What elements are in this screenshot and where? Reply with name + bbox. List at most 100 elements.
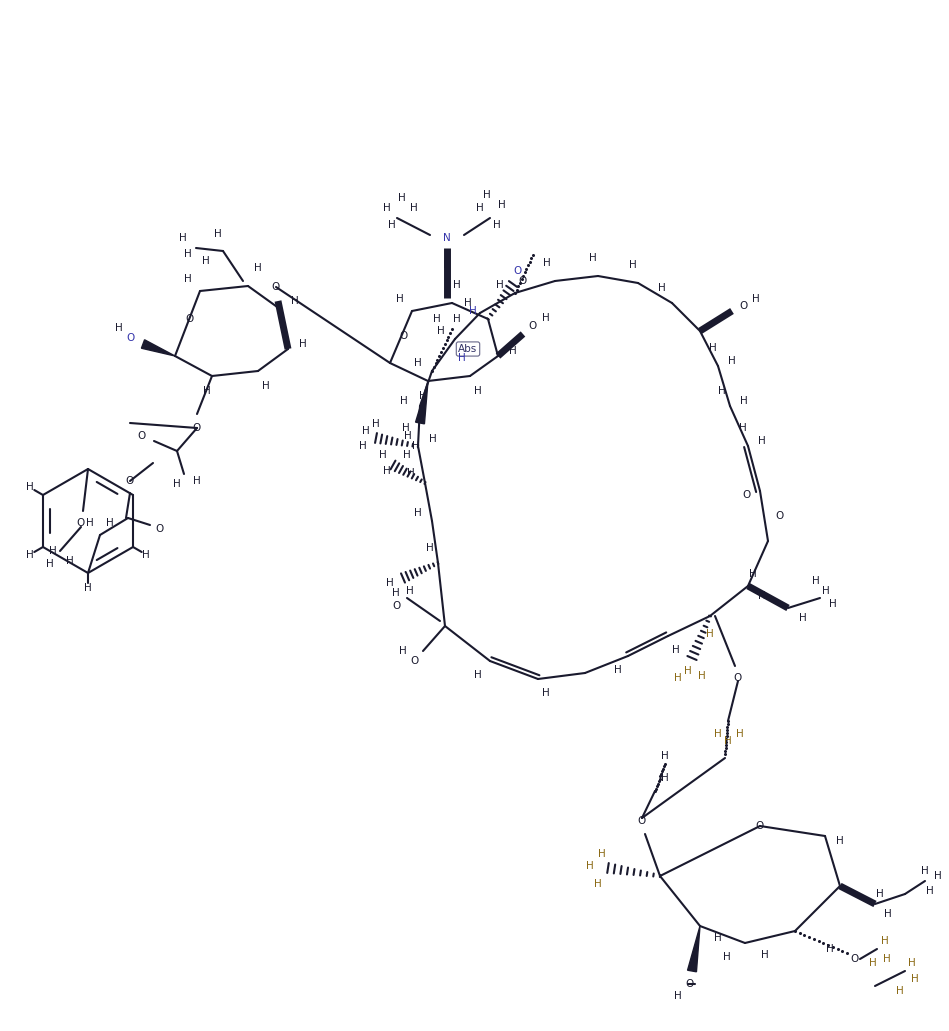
Text: H: H bbox=[414, 358, 422, 368]
Text: H: H bbox=[47, 559, 54, 569]
Text: H: H bbox=[715, 729, 722, 739]
Text: H: H bbox=[474, 386, 482, 396]
Text: H: H bbox=[496, 280, 504, 290]
Text: H: H bbox=[203, 386, 211, 396]
Text: H: H bbox=[426, 543, 434, 553]
Text: H: H bbox=[739, 423, 747, 433]
Text: O: O bbox=[851, 954, 859, 964]
Text: H: H bbox=[926, 886, 934, 896]
Text: O: O bbox=[193, 423, 201, 433]
Text: H: H bbox=[414, 508, 422, 518]
Text: O: O bbox=[393, 601, 401, 611]
Text: H: H bbox=[509, 346, 517, 356]
Text: O: O bbox=[734, 673, 742, 683]
Text: H: H bbox=[827, 944, 834, 954]
Text: H: H bbox=[661, 751, 669, 761]
Text: H: H bbox=[400, 646, 407, 656]
Text: H: H bbox=[379, 450, 387, 460]
Text: H: H bbox=[84, 583, 92, 593]
Polygon shape bbox=[416, 381, 428, 424]
Text: H: H bbox=[724, 736, 732, 746]
Text: H: H bbox=[493, 220, 501, 230]
Text: H: H bbox=[698, 671, 706, 681]
Text: H: H bbox=[483, 190, 491, 200]
Text: H: H bbox=[758, 436, 766, 446]
Text: H: H bbox=[184, 250, 192, 259]
Text: H: H bbox=[498, 200, 506, 210]
Text: H: H bbox=[383, 466, 391, 476]
Text: H: H bbox=[586, 861, 594, 871]
Text: H: H bbox=[419, 391, 427, 401]
Text: H: H bbox=[392, 588, 400, 598]
Text: H: H bbox=[383, 203, 391, 213]
Text: H: H bbox=[27, 550, 34, 560]
Text: H: H bbox=[908, 958, 916, 968]
Text: H: H bbox=[388, 220, 396, 230]
Text: H: H bbox=[829, 599, 837, 609]
Text: H: H bbox=[706, 629, 714, 639]
Text: Abs: Abs bbox=[458, 344, 477, 354]
Text: H: H bbox=[674, 991, 682, 1001]
Text: H: H bbox=[594, 879, 602, 889]
Text: H: H bbox=[194, 476, 201, 486]
Text: H: H bbox=[674, 673, 682, 683]
Text: O: O bbox=[138, 431, 146, 441]
Text: H: H bbox=[291, 296, 299, 306]
Text: H: H bbox=[896, 986, 903, 996]
Text: H: H bbox=[27, 483, 34, 493]
Text: H: H bbox=[363, 426, 370, 436]
Text: O: O bbox=[742, 490, 751, 500]
Polygon shape bbox=[688, 926, 700, 972]
Text: H: H bbox=[709, 343, 716, 353]
Text: H: H bbox=[542, 313, 549, 323]
Text: H: H bbox=[396, 294, 404, 304]
Text: O: O bbox=[411, 656, 419, 666]
Text: O: O bbox=[127, 333, 135, 343]
Text: N: N bbox=[443, 233, 451, 243]
Text: H: H bbox=[723, 952, 731, 962]
Text: O: O bbox=[686, 979, 694, 989]
Text: H: H bbox=[407, 468, 415, 478]
Text: H: H bbox=[589, 253, 597, 263]
Text: H: H bbox=[429, 434, 437, 444]
Text: O: O bbox=[271, 282, 280, 292]
Text: H: H bbox=[876, 889, 884, 899]
Text: O: O bbox=[776, 511, 784, 521]
Text: O: O bbox=[156, 524, 164, 534]
Text: H: H bbox=[799, 613, 807, 623]
Text: H: H bbox=[404, 431, 412, 441]
Text: H: H bbox=[736, 729, 744, 739]
Text: H: H bbox=[658, 282, 666, 293]
Text: H: H bbox=[749, 569, 757, 579]
Text: H: H bbox=[740, 396, 748, 406]
Text: H: H bbox=[884, 909, 892, 919]
Text: O: O bbox=[77, 518, 85, 528]
Text: H: H bbox=[629, 260, 637, 270]
Text: H: H bbox=[543, 258, 550, 268]
Text: H: H bbox=[753, 294, 760, 304]
Text: H: H bbox=[869, 958, 877, 968]
Text: H: H bbox=[254, 263, 262, 273]
Text: O: O bbox=[186, 314, 195, 324]
Text: H: H bbox=[884, 954, 891, 964]
Text: H: H bbox=[672, 645, 679, 655]
Text: H: H bbox=[433, 314, 441, 324]
Text: H: H bbox=[934, 871, 941, 882]
Polygon shape bbox=[141, 340, 175, 356]
Text: H: H bbox=[443, 260, 451, 270]
Text: H: H bbox=[115, 323, 122, 333]
Text: H: H bbox=[402, 423, 410, 433]
Text: H: H bbox=[661, 773, 669, 783]
Text: H: H bbox=[359, 441, 367, 451]
Text: H: H bbox=[761, 950, 769, 960]
Text: H: H bbox=[400, 396, 408, 406]
Text: H: H bbox=[684, 666, 692, 676]
Text: H: H bbox=[173, 479, 181, 489]
Text: H: H bbox=[476, 203, 484, 213]
Text: H: H bbox=[412, 441, 419, 451]
Text: H: H bbox=[911, 974, 919, 984]
Text: H: H bbox=[214, 229, 222, 239]
Text: H: H bbox=[715, 933, 722, 943]
Text: H: H bbox=[464, 298, 472, 308]
Text: H: H bbox=[437, 326, 445, 336]
